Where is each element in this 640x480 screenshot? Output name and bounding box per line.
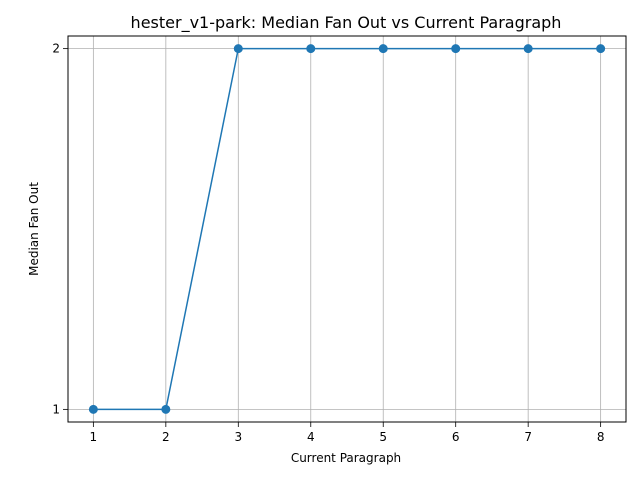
- plot-frame: [67, 35, 627, 423]
- x-tick-label: 3: [234, 430, 242, 444]
- grid-layer: [68, 36, 626, 422]
- x-tick-label: 1: [90, 430, 98, 444]
- series-line: [93, 47, 601, 411]
- data-point: [451, 44, 461, 54]
- x-tick-label: 7: [524, 430, 532, 444]
- x-tick-label: 4: [307, 430, 315, 444]
- x-axis-label: Current Paragraph: [291, 451, 401, 465]
- y-tick-label: 1: [52, 402, 60, 416]
- data-point: [233, 44, 243, 54]
- y-tick-label: 2: [52, 42, 60, 56]
- chart-title: hester_v1-park: Median Fan Out vs Curren…: [131, 13, 562, 33]
- x-tick-label: 5: [379, 430, 387, 444]
- data-point: [88, 404, 98, 414]
- x-tick-label: 8: [597, 430, 605, 444]
- ticks-layer: 1 2 3 4 5 6 7 8 1 2: [52, 42, 604, 444]
- data-point: [523, 44, 533, 54]
- data-point: [378, 44, 388, 54]
- data-point: [306, 44, 316, 54]
- data-point: [596, 44, 606, 54]
- x-tick-label: 6: [452, 430, 460, 444]
- y-axis-label: Median Fan Out: [27, 182, 41, 276]
- x-tick-label: 2: [162, 430, 170, 444]
- data-point: [161, 404, 171, 414]
- series-layer: [88, 44, 606, 414]
